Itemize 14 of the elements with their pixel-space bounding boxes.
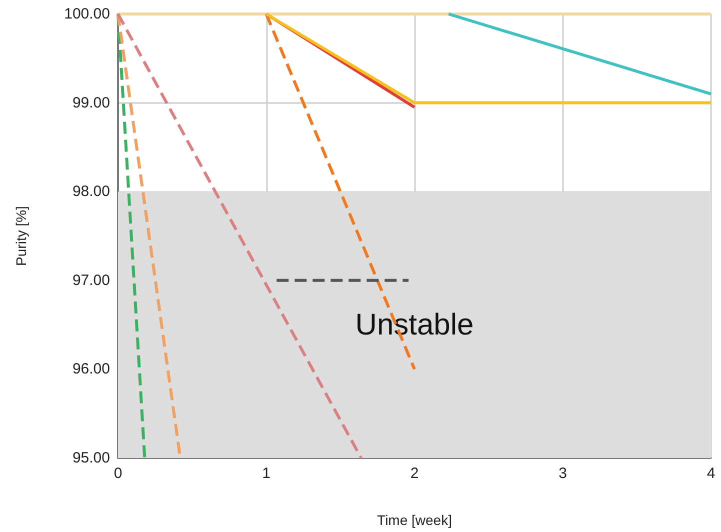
- y-axis-title: Purity [%]: [13, 206, 29, 266]
- y-tick-label: 99.00: [72, 94, 110, 112]
- x-tick-label: 4: [706, 465, 716, 482]
- y-tick-label: 97.00: [72, 272, 110, 289]
- y-tick-label: 95.00: [72, 450, 110, 466]
- y-tick-label: 96.00: [72, 360, 110, 378]
- x-axis-title: Time [week]: [377, 512, 452, 528]
- y-tick-label: 98.00: [72, 183, 110, 200]
- x-tick-label: 0: [114, 465, 122, 482]
- x-tick-label: 2: [410, 465, 419, 482]
- band-label: Unstable: [355, 308, 474, 342]
- x-tick-label: 1: [262, 465, 270, 482]
- x-tick-label: 3: [558, 465, 567, 482]
- y-tick-label: 100.00: [64, 6, 110, 22]
